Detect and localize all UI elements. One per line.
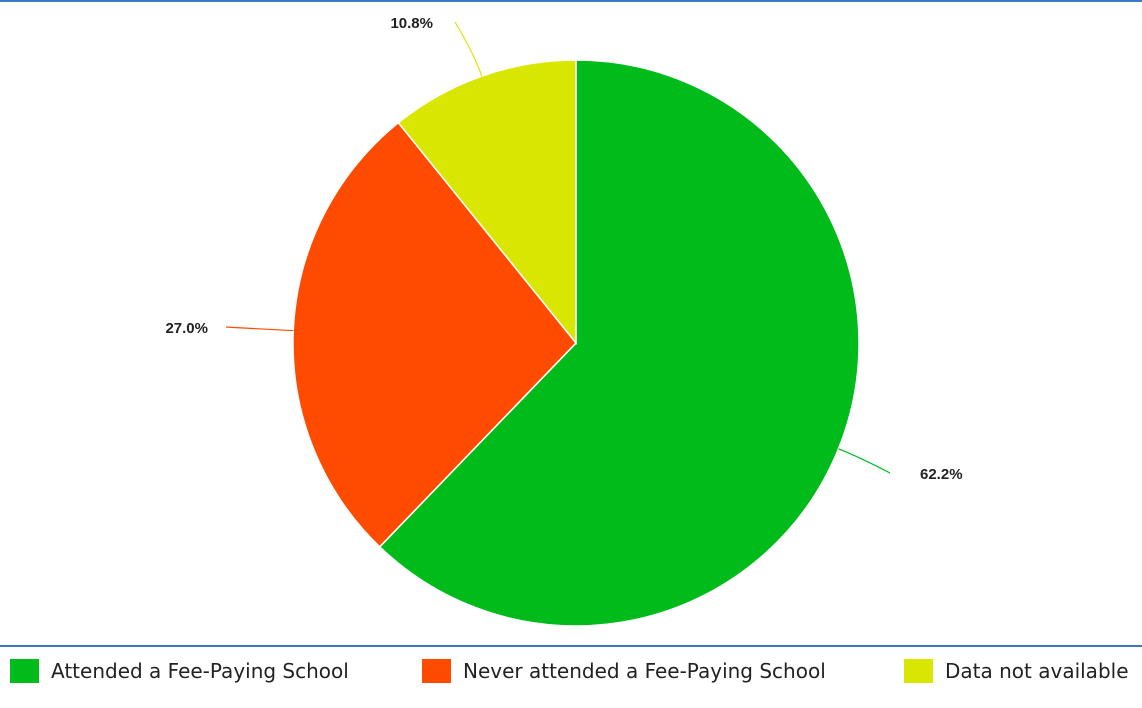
pie-slice-1[interactable] <box>292 121 577 548</box>
leader-line-2 <box>454 21 483 77</box>
data-label-1: 27.0% <box>165 320 208 337</box>
top-border-rule <box>0 0 1142 2</box>
legend-item-never-attended[interactable]: Never attended a Fee-Paying School <box>422 656 826 686</box>
data-label-0: 62.2% <box>920 466 963 483</box>
legend-swatch-data-not-available <box>904 659 933 683</box>
legend-label-data-not-available: Data not available <box>945 659 1129 683</box>
legend: Attended a Fee-Paying School Never atten… <box>0 647 1142 708</box>
chart-panel: 62.2% 27.0% 10.8% <box>0 2 1142 645</box>
legend-item-data-not-available[interactable]: Data not available <box>904 656 1129 686</box>
legend-item-attended[interactable]: Attended a Fee-Paying School <box>10 656 349 686</box>
legend-swatch-never-attended <box>422 659 451 683</box>
leader-line-1 <box>225 326 294 332</box>
legend-label-never-attended: Never attended a Fee-Paying School <box>463 659 826 683</box>
data-label-2: 10.8% <box>390 15 433 32</box>
pie-chart: 62.2% 27.0% 10.8% <box>165 15 963 627</box>
leader-line-0 <box>838 448 891 474</box>
pie-slice-0[interactable] <box>378 59 860 627</box>
legend-divider-rule <box>0 645 1142 647</box>
legend-label-attended: Attended a Fee-Paying School <box>51 659 349 683</box>
legend-swatch-attended <box>10 659 39 683</box>
